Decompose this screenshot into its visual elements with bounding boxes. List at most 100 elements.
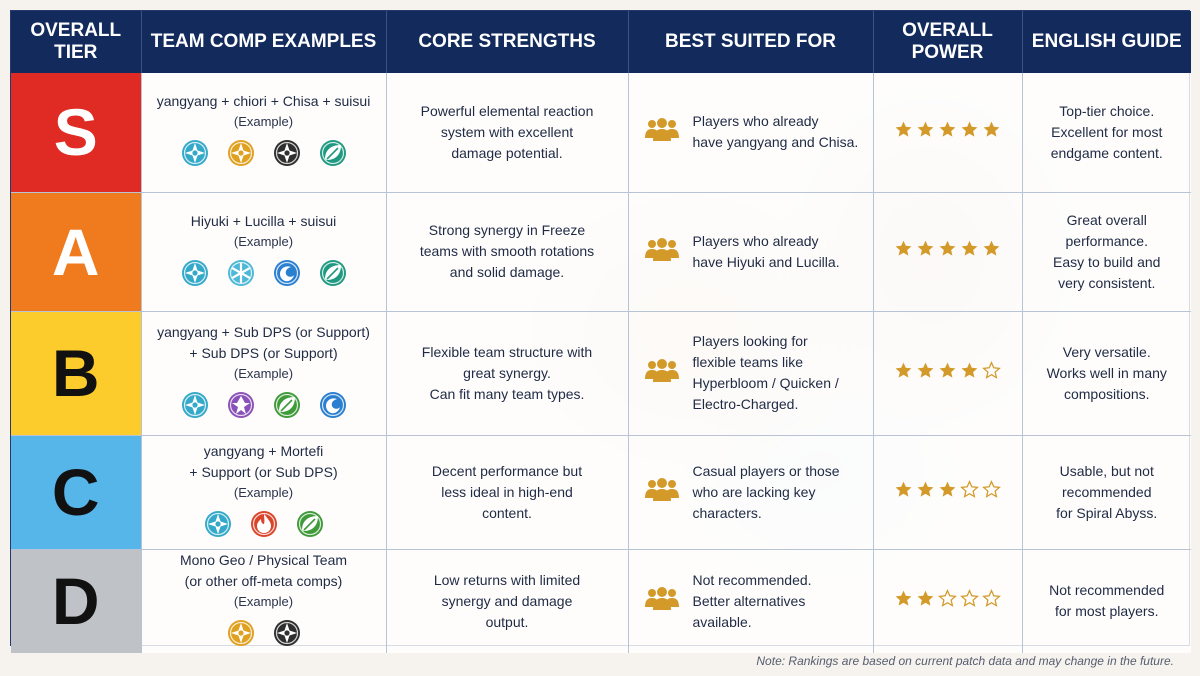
people-icon (644, 116, 679, 148)
element-icons (152, 139, 376, 173)
team-comp-cell: Hiyuki + Lucilla + suisui (Example) (141, 192, 387, 312)
star-rating (884, 360, 1012, 386)
dendro-element-icon (296, 510, 324, 544)
team-comp-text: Mono Geo / Physical Team (179, 551, 348, 568)
tier-cell: D (11, 549, 142, 653)
tier-letter: D (51, 564, 100, 638)
example-label: (Example) (233, 114, 294, 130)
star-filled-icon (894, 361, 913, 386)
header-team-comp-examples: TEAM COMP EXAMPLES (141, 11, 387, 73)
tier-row-a: A Hiyuki + Lucilla + suisui (Example) Stron… (11, 192, 1191, 312)
guide-text: for Spiral Abyss. (1056, 504, 1158, 521)
strengths-text: Flexible team structure with (421, 343, 593, 360)
star-filled-icon (916, 361, 935, 386)
overall-power-cell (873, 73, 1023, 193)
guide-text: recommended (1062, 483, 1152, 500)
header-row: OVERALL TIER TEAM COMP EXAMPLES CORE STR… (11, 11, 1191, 73)
star-filled-icon (938, 120, 957, 145)
guide-text: Very versatile. (1062, 343, 1151, 360)
tier-cell: C (11, 435, 142, 550)
overall-power-cell (873, 549, 1023, 653)
star-empty-icon (982, 588, 1001, 614)
anemo-element-icon (181, 139, 209, 173)
star-filled-icon (916, 480, 935, 505)
guide-text: Usable, but not (1059, 462, 1154, 479)
star-empty-icon (960, 588, 979, 614)
team-comp-text: yangyang + Sub DPS (or Support) (157, 323, 370, 340)
strengths-text: Decent performance but (431, 462, 583, 479)
cryo-element-icon (227, 259, 255, 293)
english-guide-cell: Very versatile. Works well in many composi… (1022, 311, 1191, 436)
team-comp-text: yangyang + chiori + Chisa + suisui (156, 93, 371, 110)
tier-row-d: D Mono Geo / Physical Team (or other off-m… (11, 549, 1191, 653)
star-filled-icon (916, 589, 935, 614)
core-strengths-cell: Powerful elemental reaction system with e… (386, 73, 629, 193)
dark-element-icon (273, 619, 301, 653)
overall-power-cell (873, 435, 1023, 550)
header-english-guide: ENGLISH GUIDE (1022, 11, 1191, 73)
strengths-text: Powerful elemental reaction (420, 102, 594, 119)
guide-text: very consistent. (1058, 274, 1156, 291)
star-filled-icon (894, 120, 913, 145)
people-icon (644, 236, 679, 268)
hydro-element-icon (273, 259, 301, 293)
english-guide-cell: Top-tier choice. Excellent for most endgam… (1022, 73, 1191, 193)
guide-text: for most players. (1055, 603, 1159, 619)
pyro-element-icon (250, 510, 278, 544)
star-empty-icon (938, 588, 957, 614)
star-filled-icon (894, 239, 913, 264)
guide-text: Excellent for most (1051, 123, 1163, 140)
english-guide-cell: Great overall performance. Easy to build a… (1022, 192, 1191, 312)
guide-text: endgame content. (1050, 144, 1163, 161)
star-filled-icon (960, 239, 979, 264)
team-comp-cell: yangyang + Mortefi + Support (or Sub DPS)… (141, 435, 387, 550)
strengths-text: less ideal in high-end (441, 483, 573, 500)
suited-text: characters. (692, 504, 762, 521)
suited-text: have yangyang and Chisa. (692, 134, 859, 151)
header-overall-power: OVERALL POWER (873, 11, 1023, 73)
star-filled-icon (982, 120, 1001, 145)
star-empty-icon (982, 360, 1001, 386)
star-rating (884, 479, 1012, 505)
suited-text: Players looking for (692, 333, 808, 349)
english-guide-cell: Not recommended for most players. (1022, 549, 1191, 653)
strengths-text: great synergy. (463, 364, 551, 381)
star-filled-icon (938, 361, 957, 386)
suited-text: who are lacking key (692, 483, 816, 500)
guide-text: performance. (1065, 232, 1148, 249)
team-comp-text: Hiyuki + Lucilla + suisui (190, 212, 337, 229)
geo-element-icon (227, 139, 255, 173)
strengths-text: damage potential. (451, 144, 563, 161)
strengths-text: Low returns with limited (433, 571, 581, 588)
best-suited-cell: Not recommended. Better alternatives avail… (628, 549, 874, 653)
star-rating (884, 239, 1012, 264)
tier-letter: C (51, 455, 100, 529)
best-suited-cell: Players who already have yangyang and Chi… (628, 73, 874, 193)
dendro-element-icon (319, 259, 347, 293)
element-icons (152, 391, 376, 425)
example-label: (Example) (233, 484, 294, 500)
team-comp-cell: yangyang + Sub DPS (or Support) + Sub DPS… (141, 311, 387, 436)
tier-cell: A (11, 192, 142, 312)
anemo-element-icon (181, 391, 209, 425)
suited-text: have Hiyuki and Lucilla. (692, 253, 840, 270)
anemo-element-icon (204, 510, 232, 544)
suited-text: flexible teams like (692, 354, 804, 370)
header-best-suited-for: BEST SUITED FOR (628, 11, 874, 73)
suited-text: Electro-Charged. (692, 396, 799, 412)
guide-text: Not recommended (1049, 582, 1165, 598)
hydro-element-icon (319, 391, 347, 425)
overall-power-cell (873, 192, 1023, 312)
english-guide-cell: Usable, but not recommended for Spiral Aby… (1022, 435, 1191, 550)
star-empty-icon (982, 479, 1001, 505)
strengths-text: synergy and damage (441, 592, 573, 609)
example-label: (Example) (233, 365, 294, 381)
star-filled-icon (960, 361, 979, 386)
star-filled-icon (916, 120, 935, 145)
star-rating (884, 588, 1012, 614)
star-filled-icon (938, 480, 957, 505)
strengths-text: Strong synergy in Freeze (428, 222, 586, 238)
team-comp-text: + Sub DPS (or Support) (189, 344, 338, 361)
dark-element-icon (273, 139, 301, 173)
